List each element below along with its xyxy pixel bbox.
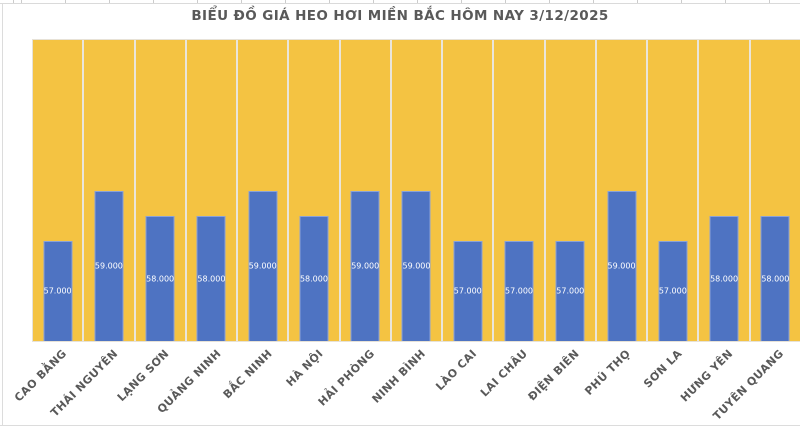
- x-axis-label: QUẢNG NINH: [154, 347, 224, 416]
- chart-frame-left-border: [2, 4, 3, 425]
- bar-value-label: 57.000: [43, 286, 72, 296]
- x-axis-label: TUYÊN QUANG: [710, 347, 787, 423]
- chart-frame-bottom-border: [0, 425, 800, 426]
- bar-value-label: 59.000: [94, 261, 123, 271]
- bar[interactable]: 59.000: [94, 190, 124, 341]
- bar-value-label: 59.000: [402, 261, 431, 271]
- category-slot: 58.000: [699, 40, 751, 341]
- bar[interactable]: 58.000: [760, 215, 790, 341]
- bar[interactable]: 57.000: [43, 240, 73, 341]
- spreadsheet-grid-edge: [0, 0, 800, 4]
- x-axis-label: LAI CHÂU: [478, 347, 531, 400]
- bar[interactable]: 58.000: [145, 215, 175, 341]
- bar[interactable]: 57.000: [555, 240, 585, 341]
- bar-value-label: 57.000: [505, 286, 534, 296]
- bar[interactable]: 57.000: [658, 240, 688, 341]
- bar[interactable]: 59.000: [248, 190, 278, 341]
- bar-value-label: 58.000: [761, 274, 790, 284]
- x-axis-label: LÀO CAI: [433, 347, 480, 394]
- chart-title: BIỂU ĐỒ GIÁ HEO HƠI MIỀN BẮC HÔM NAY 3/1…: [191, 8, 609, 24]
- category-slot: 59.000: [84, 40, 136, 341]
- bar-value-label: 59.000: [248, 261, 277, 271]
- category-slot: 57.000: [494, 40, 546, 341]
- bar[interactable]: 57.000: [504, 240, 534, 341]
- category-slot: 58.000: [187, 40, 239, 341]
- bar[interactable]: 58.000: [709, 215, 739, 341]
- category-slot: 58.000: [751, 40, 800, 341]
- category-slot: 59.000: [597, 40, 649, 341]
- x-axis-label: NINH BÌNH: [369, 347, 429, 406]
- bar-value-label: 57.000: [658, 286, 687, 296]
- bar[interactable]: 59.000: [401, 190, 431, 341]
- category-slot: 59.000: [341, 40, 392, 341]
- bar[interactable]: 58.000: [196, 215, 226, 341]
- bar[interactable]: 59.000: [607, 190, 637, 341]
- x-axis-label: HẢI PHÒNG: [315, 347, 377, 409]
- bar-value-label: 57.000: [556, 286, 585, 296]
- plot-area[interactable]: 57.000 59.000 58.000 58.000 59.000 58.000 59.0…: [32, 39, 800, 342]
- x-axis-label: SƠN LA: [640, 347, 685, 391]
- x-axis-label: ĐIỆN BIÊN: [525, 347, 582, 404]
- bar[interactable]: 57.000: [453, 240, 483, 341]
- bar[interactable]: 59.000: [350, 190, 380, 341]
- bar-value-label: 59.000: [607, 261, 636, 271]
- category-slot: 58.000: [136, 40, 187, 341]
- category-slot: 58.000: [289, 40, 341, 341]
- bar-value-label: 59.000: [351, 261, 380, 271]
- bar-value-label: 58.000: [710, 274, 739, 284]
- x-axis-label: BẮC NINH: [220, 347, 275, 402]
- x-axis-label: CAO BẰNG: [12, 347, 70, 405]
- x-axis-labels: CAO BẰNG THÁI NGUYÊN LẠNG SƠN QUẢNG NINH BẮC…: [12, 347, 800, 433]
- category-slot: 57.000: [546, 40, 597, 341]
- category-slot: 57.000: [33, 40, 85, 341]
- category-slot: 59.000: [238, 40, 290, 341]
- x-axis-label: LẠNG SƠN: [115, 347, 173, 404]
- category-slot: 59.000: [392, 40, 444, 341]
- bar-value-label: 58.000: [197, 274, 226, 284]
- category-slot: 57.000: [648, 40, 700, 341]
- bar-value-label: 57.000: [453, 286, 482, 296]
- x-axis-label: THÁI NGUYÊN: [48, 347, 121, 420]
- x-axis-label: HÀ NỘI: [283, 347, 326, 390]
- category-slot: 57.000: [443, 40, 495, 341]
- x-axis-label: PHÚ THỌ: [582, 347, 633, 398]
- bar[interactable]: 58.000: [299, 215, 329, 341]
- x-axis-label: HƯNG YÊN: [677, 347, 736, 405]
- bar-value-label: 58.000: [299, 274, 328, 284]
- bar-value-label: 58.000: [146, 274, 175, 284]
